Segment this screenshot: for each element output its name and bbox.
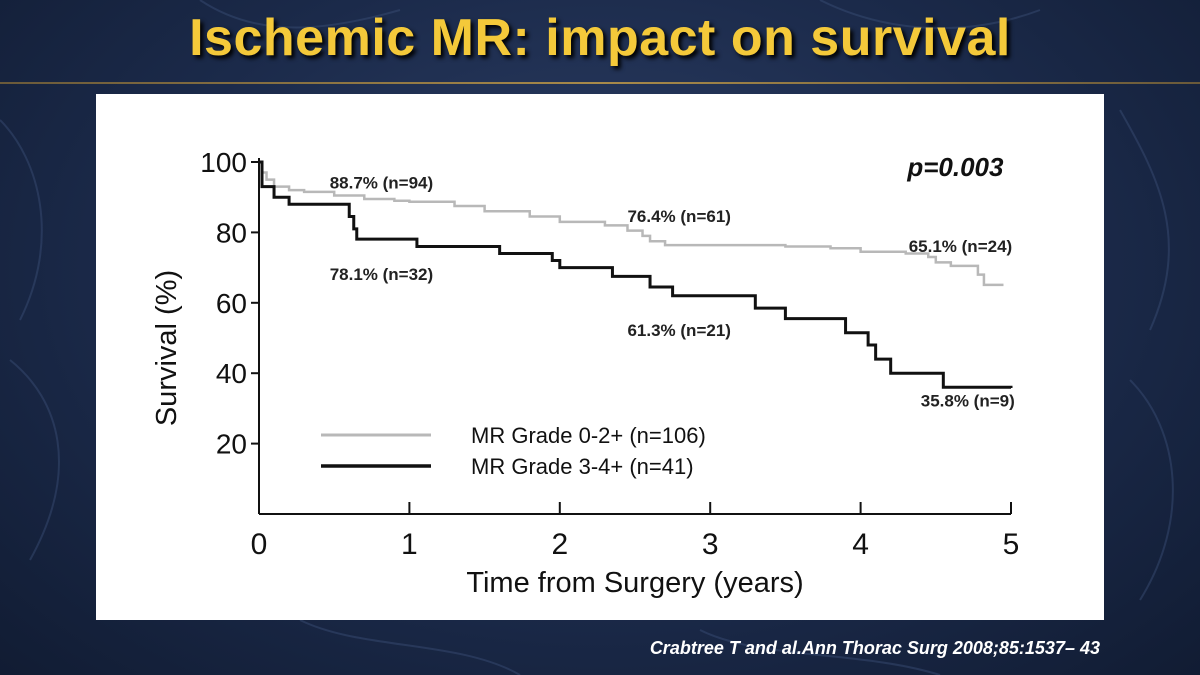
y-tick-label: 80 xyxy=(216,217,247,248)
x-tick-label: 2 xyxy=(551,528,568,561)
x-axis-label: Time from Surgery (years) xyxy=(466,567,803,599)
citation: Crabtree T and al.Ann Thorac Surg 2008;8… xyxy=(649,638,1100,658)
legend-entry: MR Grade 3-4+ (n=41) xyxy=(471,454,694,479)
slide-title: Ischemic MR: impact on survival xyxy=(189,9,1011,67)
x-tick-label: 3 xyxy=(702,528,719,561)
data-annotation: 88.7% (n=94) xyxy=(330,173,433,192)
data-annotation: 78.1% (n=32) xyxy=(330,265,433,284)
x-tick-label: 1 xyxy=(401,528,418,561)
x-tick-label: 4 xyxy=(852,528,869,561)
y-tick-label: 100 xyxy=(200,147,247,178)
x-tick-label: 0 xyxy=(251,528,268,561)
legend-entry: MR Grade 0-2+ (n=106) xyxy=(471,423,706,448)
series-line-grade-3-4 xyxy=(259,160,1013,389)
y-tick-label: 20 xyxy=(216,429,247,460)
p-value-label: p=0.003 xyxy=(906,152,1004,182)
title-divider xyxy=(0,82,1200,84)
data-annotation: 35.8% (n=9) xyxy=(921,392,1015,411)
data-annotation: 61.3% (n=21) xyxy=(627,321,730,340)
y-tick-label: 40 xyxy=(216,358,247,389)
survival-chart: 20 40 60 80 100 0 1 2 3 4 5 Time from Surgery (year… xyxy=(151,147,1020,599)
x-tick-label: 5 xyxy=(1003,528,1020,561)
y-tick-label: 60 xyxy=(216,288,247,319)
y-axis-label: Survival (%) xyxy=(151,270,183,426)
series-line-grade-0-2 xyxy=(259,160,1004,287)
data-annotation: 65.1% (n=24) xyxy=(909,237,1012,256)
data-annotation: 76.4% (n=61) xyxy=(627,207,730,226)
chart-panel: 20 40 60 80 100 0 1 2 3 4 5 Time from Surgery (year… xyxy=(96,94,1104,620)
